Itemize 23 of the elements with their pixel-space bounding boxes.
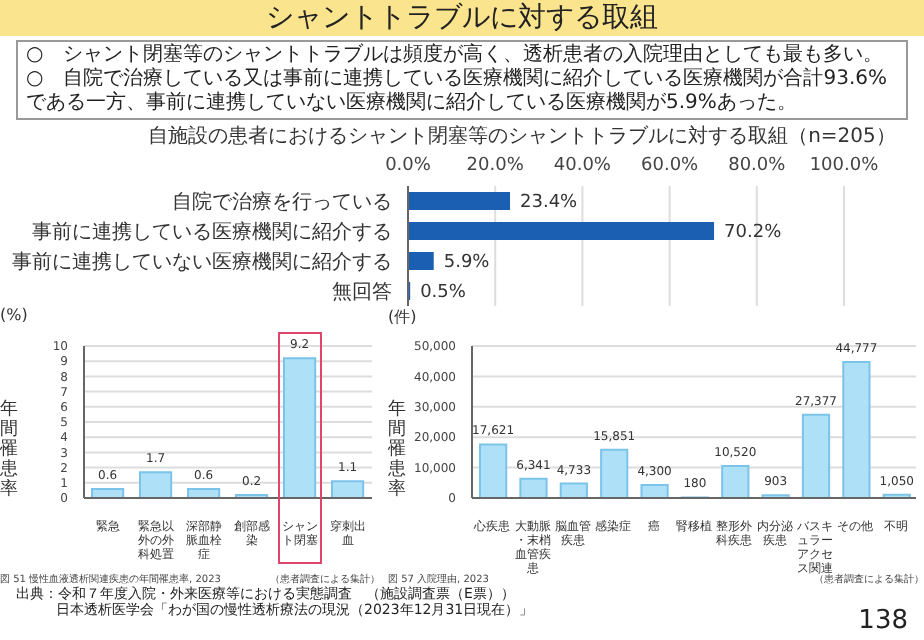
y-axis-title: 年間罹患率 [388,400,408,500]
data-label: 5.9% [443,253,491,274]
text: 138 [858,606,908,636]
text: (%) [0,306,30,326]
text: ○ シャント閉塞等のシャントトラブルは頻度が高く、透析患者の入院理由としても最も多い。 [26,44,886,67]
data-label: 0.5% [420,283,467,304]
x-tick-label: 100.0% [809,156,880,176]
chart-title: シャントトラブルに対する取組 [0,0,924,36]
y-tick-label: 無回答 [332,280,392,305]
x-tick-label: 0.0% [385,156,432,176]
x-tick-label: 40.0% [553,156,612,176]
chart-subtitle: 自施設の患者におけるシャント閉塞等のシャントトラブルに対する取組（n=205） [146,123,898,150]
data-label: 23.4% [520,193,579,214]
y-tick-label: 自院で治療を行っている [172,190,392,215]
data-label: 70.2% [724,223,783,244]
x-tick-label: 80.0% [728,156,787,176]
y-tick-label: 事前に連携している医療機関に紹介する [32,220,392,245]
y-axis-title: 年間罹患率 [0,400,20,500]
text: ○ 自院で治療している又は事前に連携している医療機関に紹介している医療機関が合計93.6%である一方、事前に連携していない医療機関に紹介している医療機関が5.9%あった。 [26,68,889,116]
x-tick-label: 60.0% [641,156,700,176]
y-tick-label: 事前に連携していない医療機関に紹介する [12,250,392,275]
x-tick-label: 20.0% [466,156,525,176]
text: (件) [388,306,419,326]
